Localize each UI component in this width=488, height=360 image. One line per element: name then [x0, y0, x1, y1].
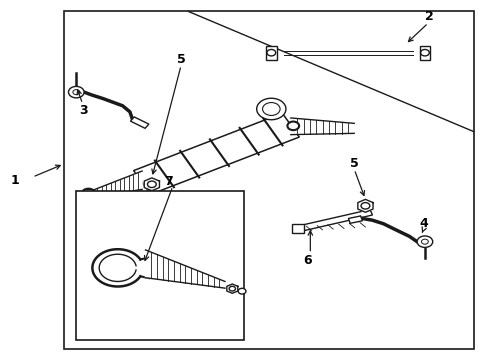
Polygon shape — [357, 199, 372, 212]
Polygon shape — [348, 216, 362, 223]
Bar — [265, 46, 276, 59]
Circle shape — [238, 288, 245, 294]
Text: 7: 7 — [164, 175, 173, 188]
Text: 5: 5 — [176, 53, 185, 66]
Text: 5: 5 — [349, 157, 358, 170]
Bar — [419, 46, 429, 59]
Circle shape — [68, 86, 84, 98]
Polygon shape — [145, 250, 224, 288]
Polygon shape — [226, 284, 237, 293]
Text: 1: 1 — [11, 174, 20, 186]
Bar — [64, 12, 473, 348]
Text: 6: 6 — [303, 254, 311, 267]
Polygon shape — [299, 210, 372, 231]
Polygon shape — [133, 113, 299, 194]
Circle shape — [287, 122, 299, 130]
Circle shape — [81, 189, 95, 199]
Text: 2: 2 — [425, 10, 433, 23]
Polygon shape — [290, 118, 353, 135]
Circle shape — [416, 236, 432, 247]
Ellipse shape — [256, 98, 285, 120]
Polygon shape — [130, 117, 148, 128]
Polygon shape — [85, 185, 122, 198]
Bar — [291, 224, 304, 233]
Bar — [76, 191, 244, 339]
Text: 4: 4 — [418, 217, 427, 230]
Text: 3: 3 — [79, 104, 88, 117]
Polygon shape — [144, 178, 159, 191]
Polygon shape — [88, 171, 142, 198]
